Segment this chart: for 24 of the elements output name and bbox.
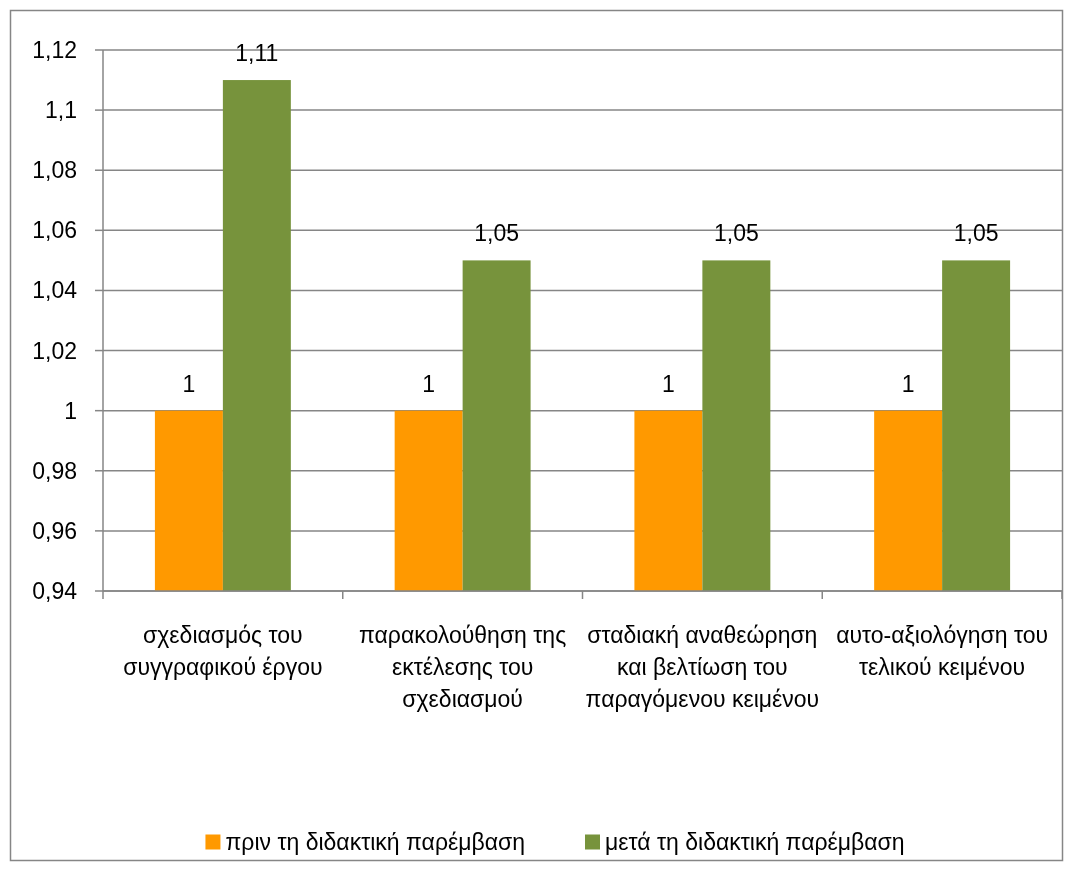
data-label: 1,11 xyxy=(235,40,279,67)
data-label: 1 xyxy=(182,370,196,397)
y-tick-label: 1 xyxy=(64,397,77,424)
data-label: 1 xyxy=(422,370,436,397)
y-tick-label: 1,06 xyxy=(32,217,77,244)
legend-label: πριν τη διδακτική παρέμβαση xyxy=(225,829,526,855)
y-tick-label: 0,96 xyxy=(32,517,77,544)
y-tick-label: 1,12 xyxy=(32,37,77,63)
x-tick-label: αυτο-αξιολόγηση του τελικού κειμένου xyxy=(836,622,1049,681)
data-label: 1,05 xyxy=(713,220,759,247)
data-label: 1,05 xyxy=(953,220,999,247)
y-tick-label: 1,1 xyxy=(45,97,77,124)
data-label: 1 xyxy=(661,370,675,397)
y-tick-label: 1,04 xyxy=(32,277,78,304)
x-tick-label: παρακολούθηση της εκτέλεσης του σχεδιασμού xyxy=(359,622,567,713)
data-label: 1 xyxy=(901,370,915,397)
y-tick-label: 1,02 xyxy=(32,337,77,364)
data-label: 1,05 xyxy=(474,220,519,247)
y-tick-label: 1,08 xyxy=(32,157,77,184)
x-tick-label: σχεδιασμός του συγγραφικού έργου xyxy=(123,622,323,681)
legend-label: μετά τη διδακτική παρέμβαση xyxy=(605,829,905,855)
y-tick-label: 0,98 xyxy=(32,457,77,484)
y-tick-label: 0,94 xyxy=(32,578,78,604)
x-tick-label: σταδιακή αναθεώρηση και βελτίωση του παραγόμενου κειμένου xyxy=(585,622,820,713)
